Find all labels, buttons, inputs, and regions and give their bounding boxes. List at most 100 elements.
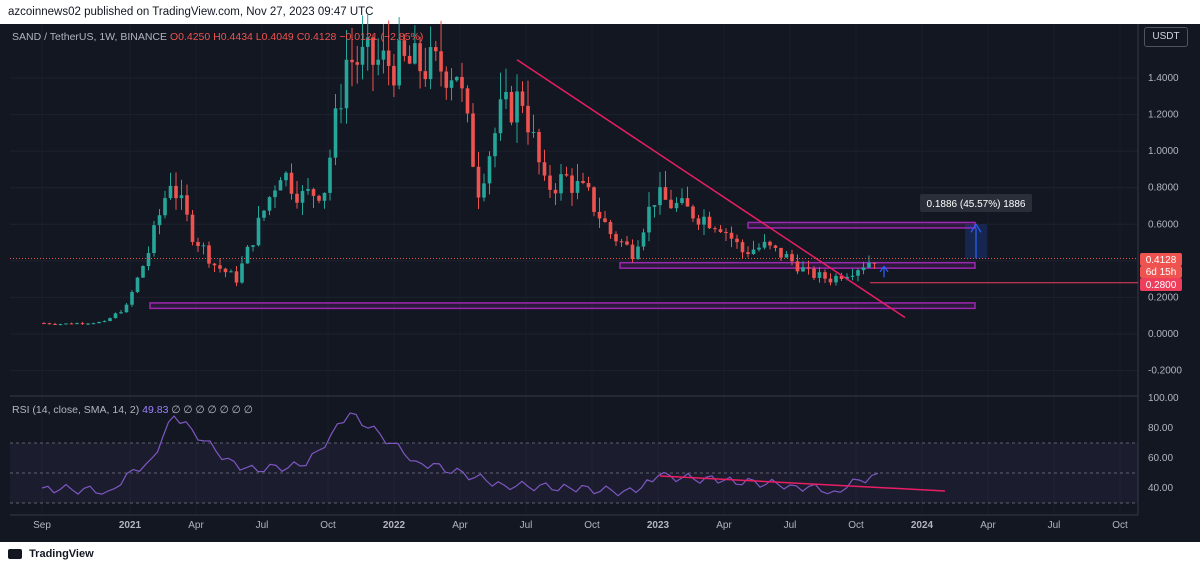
candle-body — [592, 187, 596, 212]
candle-body — [724, 231, 728, 233]
candle-body — [564, 174, 569, 176]
price-tick-label: 0.6000 — [1148, 219, 1179, 230]
candle-body — [603, 218, 607, 223]
candle-body — [245, 246, 250, 264]
candle-body — [696, 218, 701, 225]
time-axis[interactable]: Sep 2021 Apr Jul Oct 2022 Apr Jul Oct 2023 Apr Jul O… — [33, 520, 1128, 531]
rsi-tick-label: 60.00 — [1148, 453, 1173, 464]
zones-layer — [149, 221, 976, 310]
candle-body — [185, 195, 189, 215]
candle-body — [119, 312, 123, 314]
candle-body — [251, 245, 255, 247]
candle-body — [669, 199, 673, 209]
candle-body — [553, 189, 558, 194]
tradingview-brand-text: TradingView — [29, 548, 94, 560]
rsi-label[interactable]: RSI (14, close, SMA, 14, 2) — [12, 404, 140, 416]
time-tick-label: Sep — [33, 520, 51, 531]
candle-body — [256, 217, 261, 246]
candle-body — [537, 131, 541, 163]
candle-body — [465, 88, 470, 114]
rsi-tick-label: 100.00 — [1148, 393, 1179, 404]
candle-body — [614, 234, 618, 242]
candle-body — [306, 189, 310, 191]
candle-body — [526, 105, 530, 133]
overlays-layer — [10, 59, 1138, 319]
candle-body — [861, 267, 866, 271]
up-arrow-icon — [879, 265, 889, 278]
time-tick-label: Oct — [584, 520, 600, 531]
candle-body — [267, 197, 272, 211]
candle-body — [190, 214, 195, 243]
candle-body — [850, 275, 855, 277]
candle-body — [47, 323, 52, 325]
candle-body — [322, 192, 327, 201]
bar-countdown: 6d 15h — [1146, 267, 1177, 278]
candle-body — [64, 323, 68, 325]
candle-body — [317, 195, 321, 201]
ohlc-open: O0.4250 — [169, 31, 211, 43]
candle-body — [520, 91, 525, 106]
symbol-legend[interactable]: SAND / TetherUS, 1W, BINANCE O0.4250 H0.… — [12, 31, 423, 43]
candle-body — [234, 271, 239, 283]
candle-body — [757, 247, 761, 250]
price-tick-label: 0.2000 — [1148, 292, 1179, 303]
price-tick-label: 1.2000 — [1148, 110, 1179, 121]
candle-body — [619, 241, 624, 243]
rsi-tick-label: 40.00 — [1148, 483, 1173, 494]
candle-body — [625, 241, 629, 245]
candle-body — [102, 321, 107, 323]
candle-body — [86, 323, 90, 325]
candle-body — [444, 71, 449, 88]
candle-body — [476, 166, 481, 198]
candle-body — [295, 193, 299, 203]
candle-body — [773, 245, 778, 248]
ohlc-change: −0.0121 (−2.85%) — [339, 31, 424, 43]
resistance-zone — [747, 221, 976, 229]
candle-body — [718, 229, 723, 232]
candle-body — [641, 232, 646, 247]
candle-body — [402, 40, 407, 56]
candle-body — [365, 37, 370, 47]
time-tick-label: Jul — [520, 520, 533, 531]
measure-label: 0.1886 (45.57%) 1886 — [927, 199, 1026, 210]
candle-body — [779, 247, 783, 258]
currency-button[interactable]: USDT — [1144, 27, 1188, 47]
candle-body — [69, 323, 74, 325]
footer-bar: TradingView — [0, 542, 1200, 566]
rsi-tick-label: 80.00 — [1148, 423, 1173, 434]
candle-body — [498, 99, 503, 134]
candle-body — [746, 252, 750, 255]
candle-body — [630, 244, 635, 260]
time-tick-label: 2024 — [911, 520, 934, 531]
rsi-axis: 100.00 80.00 60.00 40.00 — [1148, 393, 1179, 494]
symbol-name[interactable]: SAND / TetherUS, 1W, BINANCE — [12, 31, 168, 43]
candle-body — [856, 270, 860, 276]
candle-body — [735, 238, 739, 243]
candle-body — [581, 181, 585, 184]
candle-body — [674, 202, 679, 209]
candle-body — [872, 262, 877, 264]
candle-body — [559, 174, 563, 194]
candle-body — [762, 241, 767, 248]
time-tick-label: 2022 — [383, 520, 406, 531]
tradingview-logo[interactable]: TradingView — [8, 548, 94, 560]
candle-body — [333, 108, 338, 158]
candle-body — [360, 46, 365, 65]
candle-body — [751, 249, 756, 255]
candle-body — [845, 276, 849, 279]
candle-body — [141, 266, 145, 278]
candle-body — [229, 271, 233, 273]
time-tick-label: Oct — [1112, 520, 1128, 531]
rsi-legend[interactable]: RSI (14, close, SMA, 14, 2) 49.83 ∅ ∅ ∅ … — [12, 404, 253, 416]
measure-tool[interactable]: 0.1886 (45.57%) 1886 — [920, 194, 1032, 212]
candle-body — [597, 211, 602, 219]
candle-body — [146, 253, 151, 267]
candle-body — [487, 156, 492, 184]
candle-body — [515, 91, 519, 123]
price-axis[interactable]: 1.40001.20001.00000.80000.60000.40000.20… — [1148, 73, 1182, 377]
candle-body — [471, 113, 475, 167]
candle-body — [570, 175, 574, 193]
time-tick-label: Apr — [452, 520, 468, 531]
candle-body — [531, 131, 536, 133]
